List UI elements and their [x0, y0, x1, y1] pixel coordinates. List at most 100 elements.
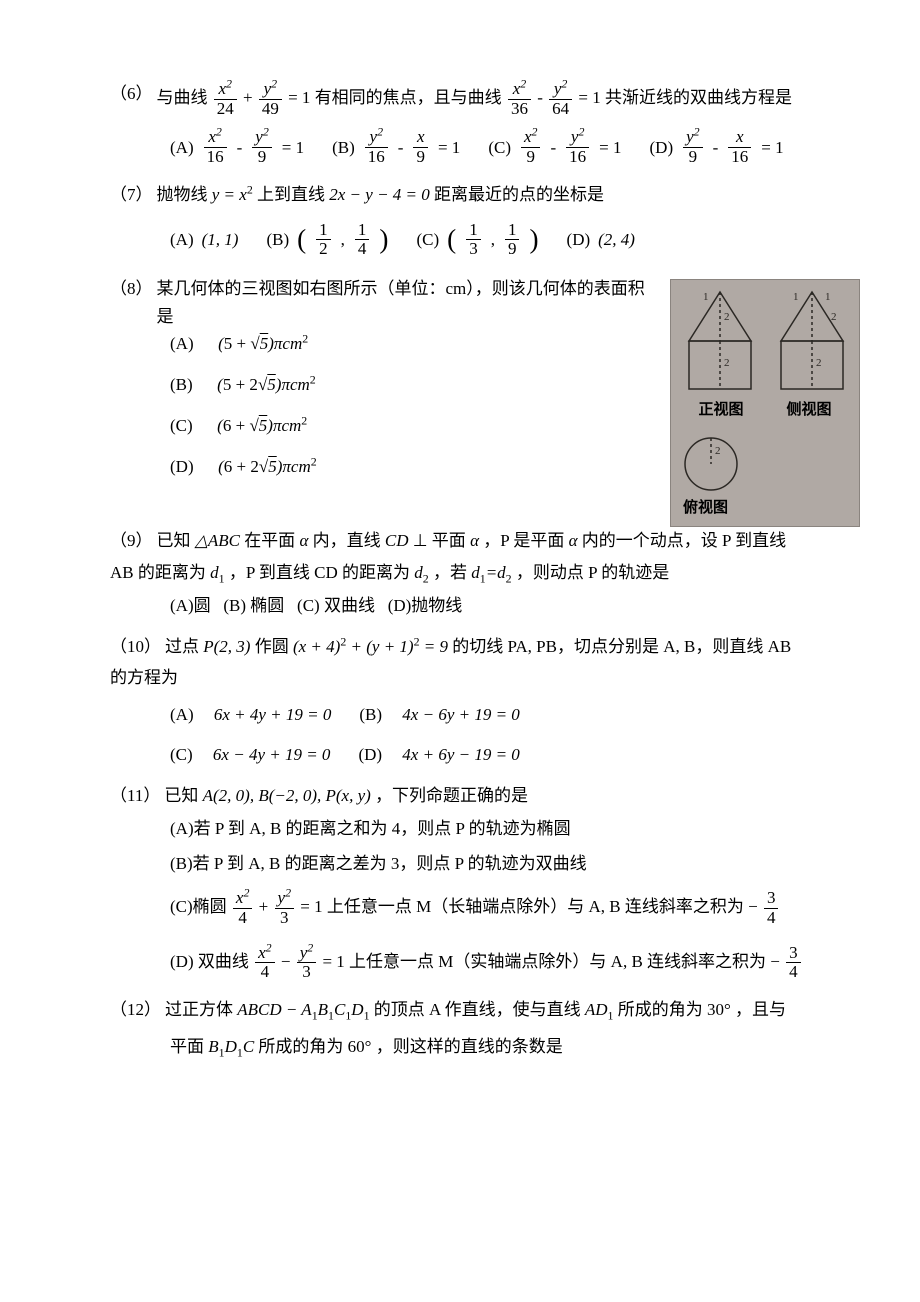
fig-front-dim-1: 1 [703, 291, 709, 303]
q12-ang2: 60° [348, 1037, 372, 1056]
q7-number: （7） [110, 181, 153, 208]
q6-a-den1: 16 [204, 148, 227, 167]
q8-opt-d: (D) (6 + 2√5)πcm2 [170, 453, 658, 480]
q9-t4: ⊥ 平面 [413, 531, 466, 550]
q6-c-letter: (C) [488, 134, 511, 161]
q8-d-pre: 6 + 2 [224, 457, 259, 476]
q8-d-root: 5 [268, 457, 277, 476]
q8-opt-b: (B) (5 + 2√5)πcm2 [170, 371, 658, 398]
q8-opt-a: (A) (5 + √5)πcm2 [170, 330, 658, 357]
q9-t2: 在平面 [244, 531, 295, 550]
q9-stem: 已知 △ABC 在平面 α 内，直线 CD ⊥ 平面 α ，P 是平面 α 内的… [157, 527, 861, 554]
q11-number: （11） [110, 782, 160, 809]
q11-d-kd: 4 [786, 963, 801, 982]
q6-a-den2: 9 [252, 148, 272, 167]
q7-c-letter: (C) [416, 226, 439, 253]
q8-c-root: 5 [259, 416, 268, 435]
q7-opt-d: (D) (2, 4) [567, 226, 635, 253]
q6-opt-d: (D) y29 - x16 = 1 [650, 128, 784, 166]
q7-opt-a: (A) (1, 1) [170, 226, 238, 253]
q12-number: （12） [110, 996, 161, 1023]
q11-d-xd: 4 [255, 963, 275, 982]
q8-b-pre: 5 + 2 [223, 375, 258, 394]
q7-b-d1: 2 [316, 240, 331, 259]
q10-t3: 的切线 PA, PB，切点分别是 A, B，则直线 AB [452, 637, 791, 656]
question-10: （10） 过点 P(2, 3) 作圆 (x + 4)2 + (y + 1)2 =… [110, 633, 860, 768]
q10-d-letter: (D) [358, 741, 382, 768]
q8-opt-c: (C) (6 + √5)πcm2 [170, 412, 658, 439]
q7-b-letter: (B) [266, 226, 289, 253]
q8-a-letter: (A) [170, 330, 194, 357]
q7-opt-c: (C) ( 13 , 19 ) [416, 218, 538, 262]
fig-front-dim-2b: 2 [724, 357, 730, 369]
q12-ang1: 30° [707, 1000, 731, 1019]
q10-opt-c: (C) 6x − 4y + 19 = 0 [170, 741, 330, 768]
q11-t1: 已知 [164, 786, 198, 805]
q10-t2: 作圆 [255, 637, 289, 656]
q9-t3: 内，直线 [313, 531, 381, 550]
q6-c-den2: 16 [566, 148, 589, 167]
q6-opt-c: (C) x29 - y216 = 1 [488, 128, 621, 166]
question-6: （6） 与曲线 x224 + y249 = 1 有相同的焦点，且与曲线 x236… [110, 80, 860, 167]
q12-t3: 所成的角为 [618, 1000, 703, 1019]
q10-opt-a: (A) 6x + 4y + 19 = 0 [170, 701, 331, 728]
q11-pts: A(2, 0), B(−2, 0), P(x, y) [203, 786, 371, 805]
q12-l2b: 所成的角为 [258, 1037, 343, 1056]
q9-options: (A)圆 (B) 椭圆 (C) 双曲线 (D)抛物线 [170, 592, 860, 619]
q9-l2a: AB 的距离为 [110, 563, 206, 582]
q6-number: （6） [110, 80, 153, 107]
q7-d-val: (2, 4) [598, 226, 635, 253]
fig-top-dim: 2 [715, 445, 721, 457]
q7-c-n1: 1 [466, 221, 481, 241]
q6-stem: 与曲线 x224 + y249 = 1 有相同的焦点，且与曲线 x236 - y… [157, 80, 861, 118]
q8-d-letter: (D) [170, 453, 194, 480]
q10-c-letter: (C) [170, 741, 193, 768]
q6-options: (A) x216 - y29 = 1 (B) y216 - x9 = 1 (C)… [170, 128, 860, 166]
fig-side-dim-2a: 2 [831, 311, 837, 323]
fig-side-dim-1a: 1 [793, 291, 799, 303]
fig-side-dim-2b: 2 [816, 357, 822, 369]
q11-d-kn: 3 [786, 944, 801, 964]
q7-a-val: (1, 1) [202, 226, 239, 253]
q6-opt-b: (B) y216 - x9 = 1 [332, 128, 460, 166]
q10-c-eq: 6x − 4y + 19 = 0 [213, 741, 331, 768]
q7-text-a: 抛物线 [157, 185, 208, 204]
q9-t5: ，P 是平面 [483, 531, 564, 550]
q9-t6: 内的一个动点，设 P 到直线 [582, 531, 786, 550]
q6-ell-yden: 49 [259, 100, 282, 119]
q7-text-b: 上到直线 [257, 185, 325, 204]
q8-figure: 1 2 2 1 1 2 2 [670, 279, 860, 527]
q7-b-n1: 1 [316, 221, 331, 241]
q9-a3: α [569, 531, 578, 550]
q12-stem-line2: 平面 B1D1C 所成的角为 60° ，则这样的直线的条数是 [170, 1033, 860, 1060]
figure-top-view: 2 [677, 428, 853, 494]
figure-side-view: 1 1 2 2 [769, 286, 855, 396]
q6-b-den1: 16 [365, 148, 388, 167]
q8-stem: 某几何体的三视图如右图所示（单位：cm），则该几何体的表面积是 [157, 275, 659, 329]
q10-a-letter: (A) [170, 701, 194, 728]
q7-c-d2: 9 [505, 240, 520, 259]
q11-c-kd: 4 [764, 909, 779, 928]
q7-c-d1: 3 [466, 240, 481, 259]
q11-options: (A)若 P 到 A, B 的距离之和为 4，则点 P 的轨迹为椭圆 (B)若 … [170, 815, 860, 982]
q11-opt-b: (B)若 P 到 A, B 的距离之差为 3，则点 P 的轨迹为双曲线 [170, 850, 860, 877]
q6-opt-a: (A) x216 - y29 = 1 [170, 128, 304, 166]
q10-a-eq: 6x + 4y + 19 = 0 [214, 701, 332, 728]
q7-a-letter: (A) [170, 226, 194, 253]
q9-tri: △ABC [195, 531, 240, 550]
q7-text-c: 距离最近的点的坐标是 [434, 185, 604, 204]
q8-b-letter: (B) [170, 371, 193, 398]
q9-opt-c: (C) 双曲线 [297, 596, 375, 615]
q8-number: （8） [110, 275, 153, 302]
q7-stem: 抛物线 y = x2 上到直线 2x − y − 4 = 0 距离最近的点的坐标… [157, 181, 861, 208]
q11-opt-d: (D) 双曲线 x24 − y23 = 1 上任意一点 M（实轴端点除外）与 A… [170, 944, 860, 982]
q11-c-t2: 上任意一点 M（长轴端点除外）与 A, B 连线斜率之积为 [327, 897, 744, 916]
question-7: （7） 抛物线 y = x2 上到直线 2x − y − 4 = 0 距离最近的… [110, 181, 860, 262]
q10-options: (A) 6x + 4y + 19 = 0 (B) 4x − 6y + 19 = … [170, 701, 860, 767]
q12-stem: 过正方体 ABCD − A1B1C1D1 的顶点 A 作直线，使与直线 AD1 … [165, 996, 860, 1023]
q9-t1: 已知 [157, 531, 191, 550]
q6-b-den2: 9 [413, 148, 428, 167]
q9-opt-a: (A)圆 [170, 596, 211, 615]
q8-b-root: 5 [267, 375, 276, 394]
q11-opt-a: (A)若 P 到 A, B 的距离之和为 4，则点 P 的轨迹为椭圆 [170, 815, 860, 842]
